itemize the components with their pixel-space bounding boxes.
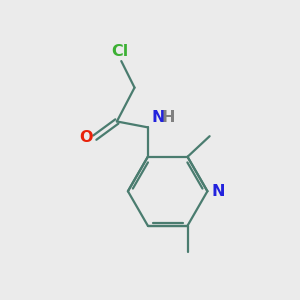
Text: O: O bbox=[79, 130, 92, 145]
Text: H: H bbox=[162, 110, 175, 125]
Text: N: N bbox=[151, 110, 165, 125]
Text: N: N bbox=[212, 184, 225, 199]
Text: Cl: Cl bbox=[111, 44, 128, 59]
